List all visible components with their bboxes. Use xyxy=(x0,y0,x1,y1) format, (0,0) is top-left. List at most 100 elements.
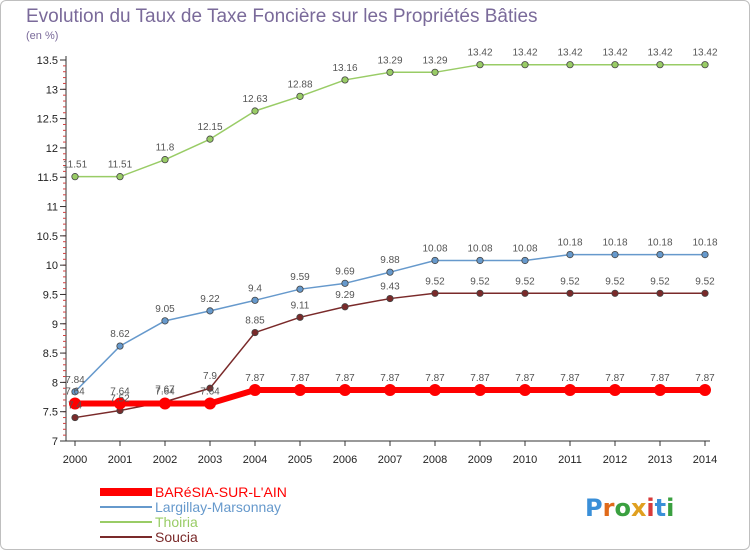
data-point xyxy=(71,173,79,181)
data-point xyxy=(296,285,304,293)
data-label: 9.05 xyxy=(155,304,175,315)
data-point xyxy=(251,296,259,304)
data-point xyxy=(386,268,394,276)
data-label: 13.42 xyxy=(467,48,492,59)
data-point xyxy=(476,289,484,297)
data-label: 13.42 xyxy=(512,48,537,59)
x-tick-label: 2007 xyxy=(378,454,402,466)
data-point xyxy=(161,317,169,325)
data-point xyxy=(161,156,169,164)
data-point xyxy=(701,61,709,69)
data-label: 13.42 xyxy=(692,48,717,59)
data-label: 9.52 xyxy=(695,276,715,287)
x-tick-label: 2000 xyxy=(63,454,87,466)
data-label: 7.87 xyxy=(425,373,445,384)
x-tick-label: 2008 xyxy=(423,454,447,466)
data-label: 7.64 xyxy=(65,386,85,397)
data-label: 9.52 xyxy=(650,276,670,287)
data-label: 7.84 xyxy=(65,375,85,386)
data-point xyxy=(566,289,574,297)
x-tick-label: 2009 xyxy=(468,454,492,466)
data-label: 7.52 xyxy=(110,394,130,405)
data-point xyxy=(206,135,214,143)
data-point xyxy=(701,289,709,297)
data-label: 7.9 xyxy=(203,371,217,382)
data-point xyxy=(116,342,124,350)
data-point xyxy=(249,384,261,397)
y-tick-label: 11 xyxy=(47,202,58,214)
data-label: 11.51 xyxy=(108,160,133,171)
plot-area xyxy=(69,61,711,422)
data-point xyxy=(339,384,351,397)
data-label: 9.43 xyxy=(380,282,400,293)
data-label: 7.64 xyxy=(110,386,130,397)
data-point xyxy=(429,384,441,397)
data-label: 7.87 xyxy=(650,373,670,384)
data-point xyxy=(296,92,304,100)
data-label: 9.4 xyxy=(248,283,262,294)
y-tick-label: 13.5 xyxy=(37,55,58,67)
data-point xyxy=(114,397,126,410)
data-point xyxy=(521,289,529,297)
data-point xyxy=(251,107,259,115)
x-tick-label: 2006 xyxy=(333,454,357,466)
data-point xyxy=(566,61,574,69)
data-label: 7.64 xyxy=(155,386,175,397)
data-label: 9.52 xyxy=(560,276,580,287)
proxiti-logo: Proxiti xyxy=(585,494,674,522)
data-point xyxy=(611,251,619,259)
data-label: 10.08 xyxy=(512,243,537,254)
data-point xyxy=(341,303,349,311)
data-point xyxy=(656,251,664,259)
data-point xyxy=(476,61,484,69)
data-label: 10.18 xyxy=(647,238,672,249)
data-point xyxy=(564,384,576,397)
y-tick-label: 10 xyxy=(46,260,58,272)
data-point xyxy=(116,173,124,181)
data-label: 9.59 xyxy=(290,272,310,283)
x-tick-label: 2014 xyxy=(693,454,717,466)
data-point xyxy=(386,294,394,303)
data-point xyxy=(296,313,304,321)
data-label: 7.87 xyxy=(290,373,310,384)
data-label: 7.87 xyxy=(515,373,535,384)
data-label: 9.52 xyxy=(515,276,535,287)
axes: 7 7.5 8 8.5 9 9.5 10 10.5 11 11.5 12 12.5 13 13.5 2000… xyxy=(37,55,718,466)
data-label: 7.4 xyxy=(68,401,82,412)
data-point xyxy=(341,76,349,84)
y-tick-label: 10.5 xyxy=(37,231,58,243)
unit-label: (en %) xyxy=(26,30,58,42)
data-label: 12.88 xyxy=(287,79,312,90)
y-tick-label: 12 xyxy=(46,143,58,155)
data-point xyxy=(206,307,214,315)
legend: BARéSIA-SUR-L'AINLargillay-MarsonnayThoi… xyxy=(100,484,287,545)
data-point xyxy=(609,384,621,397)
data-label: 13.29 xyxy=(422,55,447,66)
x-tick-label: 2001 xyxy=(108,454,132,466)
data-point xyxy=(656,289,664,297)
legend-label: Largillay-Marsonnay xyxy=(155,499,281,515)
x-tick-label: 2011 xyxy=(558,454,582,466)
data-point xyxy=(521,61,529,69)
data-label: 9.22 xyxy=(200,294,220,305)
data-labels: 11.51 11.51 11.8 12.15 12.63 12.88 13.16 13.29 1… xyxy=(63,48,718,412)
data-label: 13.42 xyxy=(647,48,672,59)
data-label: 8.62 xyxy=(110,329,130,340)
data-label: 7.87 xyxy=(470,373,490,384)
data-label: 10.08 xyxy=(467,243,492,254)
data-point xyxy=(431,289,439,297)
y-tick-label: 13 xyxy=(46,84,58,96)
data-point xyxy=(611,289,619,297)
chart-title: Evolution du Taux de Taxe Foncière sur l… xyxy=(26,6,538,27)
data-point xyxy=(341,279,349,287)
data-label: 7.67 xyxy=(155,385,175,396)
data-label: 9.11 xyxy=(291,300,310,311)
data-point xyxy=(386,68,394,76)
data-point xyxy=(654,384,666,397)
y-tick-label: 7 xyxy=(52,436,58,448)
data-point xyxy=(159,397,171,410)
y-tick-label: 9 xyxy=(52,319,58,331)
data-point xyxy=(431,68,439,76)
data-label: 10.18 xyxy=(602,238,627,249)
data-label: 7.87 xyxy=(605,373,625,384)
